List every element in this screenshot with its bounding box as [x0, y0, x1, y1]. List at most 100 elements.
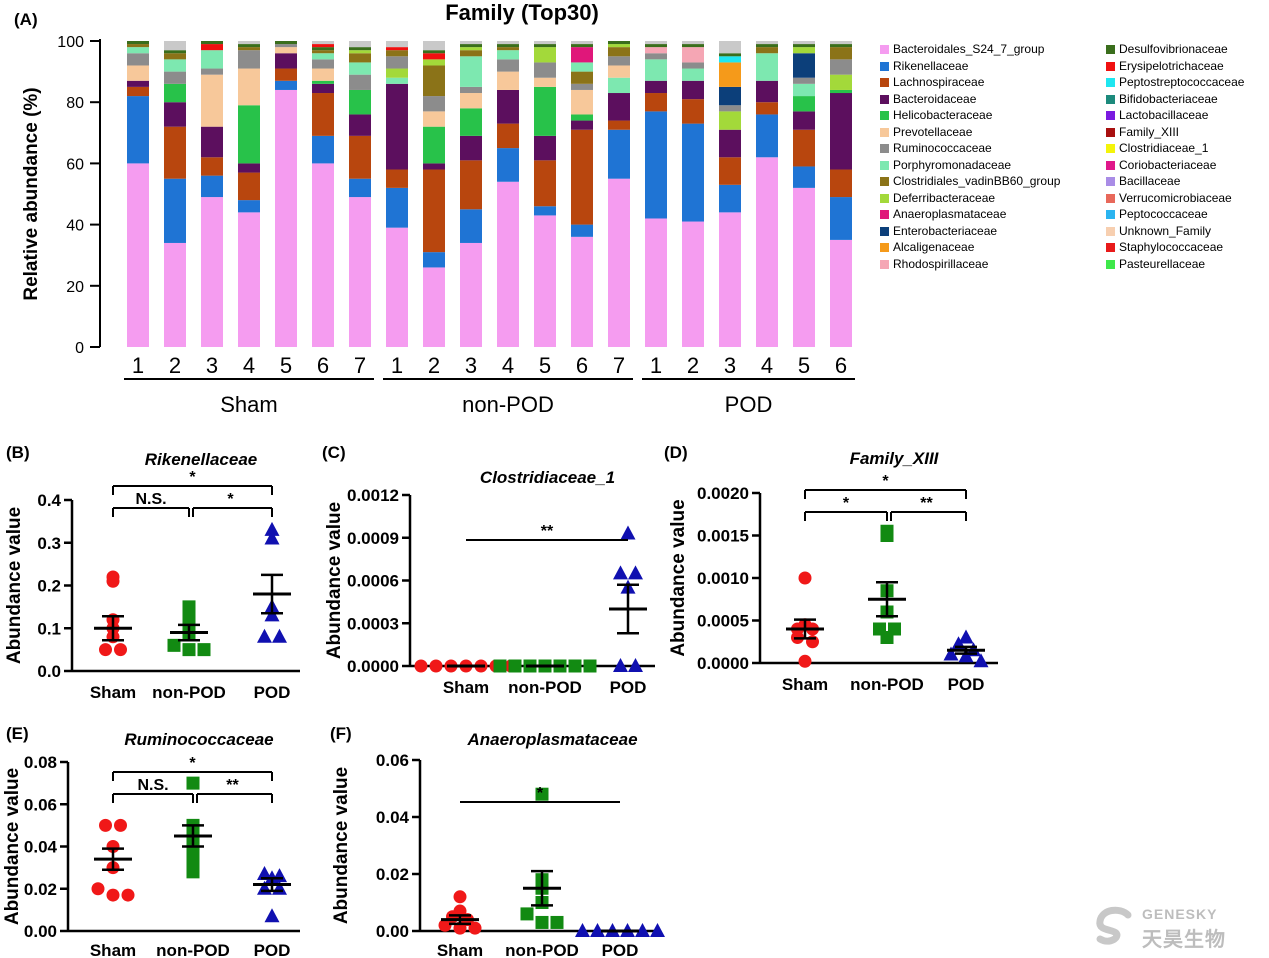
bar-segment — [164, 102, 186, 127]
significance-label: * — [189, 755, 196, 772]
legend-entry: Staphylococcaceae — [1106, 240, 1223, 254]
bar-segment — [571, 47, 593, 63]
bar-segment — [571, 62, 593, 72]
bar-segment — [682, 123, 704, 222]
bar-segment — [534, 160, 556, 207]
bar-segment — [534, 41, 556, 45]
bar-segment — [719, 105, 741, 112]
category-label: Sham — [443, 678, 489, 697]
bar-segment — [127, 96, 149, 164]
data-point-triangle — [264, 530, 280, 545]
bar-segment — [571, 129, 593, 225]
category-label: non-POD — [156, 941, 230, 958]
bar-segment — [497, 148, 519, 182]
data-point-triangle — [958, 629, 974, 644]
legend-swatch — [880, 259, 889, 269]
bar-segment — [312, 53, 334, 60]
legend-swatch — [880, 144, 889, 153]
sample-label: 3 — [724, 353, 736, 378]
bar-segment — [460, 47, 482, 51]
watermark-chinese: 天昊生物 — [1142, 929, 1226, 951]
data-point-circle — [468, 921, 482, 935]
legend-entry: Porphyromonadaceae — [880, 158, 1011, 172]
bar-segment — [238, 172, 260, 201]
bar-segment — [386, 41, 408, 48]
y-tick-label: 0.04 — [376, 808, 410, 827]
legend-swatch — [880, 78, 889, 87]
y-tick-label: 0.0003 — [347, 614, 399, 633]
bar-segment — [756, 44, 778, 48]
bar-segment — [645, 218, 667, 347]
panel-title: Clostridiaceae_1 — [480, 468, 615, 487]
bar-segment — [275, 47, 297, 54]
panel-label: (B) — [6, 443, 30, 462]
bar-segment — [201, 50, 223, 69]
legend-entry: Ruminococcaceae — [880, 141, 992, 155]
bar-segment — [497, 123, 519, 149]
data-point-square — [880, 631, 894, 644]
legend-entry: Bacteroidales_S24_7_group — [880, 42, 1044, 56]
bar-segment — [164, 178, 186, 243]
y-tick-label: 0.04 — [24, 838, 58, 857]
legend-swatch — [1106, 193, 1115, 203]
bar-segment — [127, 65, 149, 81]
bar-segment — [164, 242, 186, 347]
bar-segment — [201, 175, 223, 198]
legend-swatch — [1106, 226, 1115, 236]
data-point-triangle — [264, 908, 280, 923]
watermark-english: GENESKY — [1142, 906, 1218, 922]
bar-segment — [793, 53, 815, 78]
bar-segment — [386, 83, 408, 170]
legend-label: Desulfovibrionaceae — [1119, 42, 1228, 56]
legend-label: Peptococcaceae — [1119, 207, 1208, 221]
legend-swatch — [880, 61, 889, 71]
bar-segment — [238, 47, 260, 51]
bar-segment — [719, 62, 741, 87]
family-legend: Bacteroidales_S24_7_group Rikenellaceae La… — [880, 42, 1269, 282]
bar-segment — [423, 163, 445, 170]
significance-label: ** — [920, 495, 933, 512]
bar-segment — [830, 41, 852, 45]
data-point-triangle — [958, 648, 974, 663]
group-label: non-POD — [462, 392, 554, 417]
bar-segment — [312, 47, 334, 51]
bar-segment — [164, 83, 186, 103]
bar-segment — [756, 80, 778, 103]
bar-segment — [682, 41, 704, 45]
bar-segment — [312, 41, 334, 45]
category-label: non-POD — [152, 683, 226, 702]
data-point-triangle — [973, 653, 989, 668]
y-tick-label: 0.0009 — [347, 529, 399, 548]
legend-swatch — [880, 111, 889, 120]
bar-segment — [238, 50, 260, 69]
significance-label: ** — [226, 777, 239, 794]
legend-swatch — [1106, 259, 1115, 269]
category-label: POD — [254, 683, 291, 702]
sample-label: 7 — [354, 353, 366, 378]
bar-segment — [756, 47, 778, 54]
bar-segment — [571, 224, 593, 237]
legend-swatch — [1106, 160, 1115, 170]
bar-segment — [460, 108, 482, 136]
bar-segment — [201, 74, 223, 127]
bar-segment — [312, 44, 334, 48]
bar-segment — [349, 47, 371, 51]
bar-segment — [423, 96, 445, 112]
bar-segment — [201, 126, 223, 158]
bar-segment — [386, 77, 408, 84]
legend-swatch — [1106, 61, 1115, 71]
data-point-triangle — [628, 565, 643, 580]
data-point-circle — [114, 643, 127, 657]
bar-segment — [127, 44, 149, 48]
bar-segment — [645, 80, 667, 94]
bar-segment — [386, 68, 408, 78]
bar-segment — [534, 86, 556, 136]
data-point-triangle — [628, 658, 643, 672]
bar-segment — [238, 212, 260, 347]
significance-label: * — [882, 473, 889, 490]
bar-segment — [571, 71, 593, 84]
sample-label: 5 — [798, 353, 810, 378]
legend-label: Lachnospiraceae — [893, 75, 985, 89]
bar-segment — [127, 47, 149, 54]
bar-segment — [238, 41, 260, 45]
